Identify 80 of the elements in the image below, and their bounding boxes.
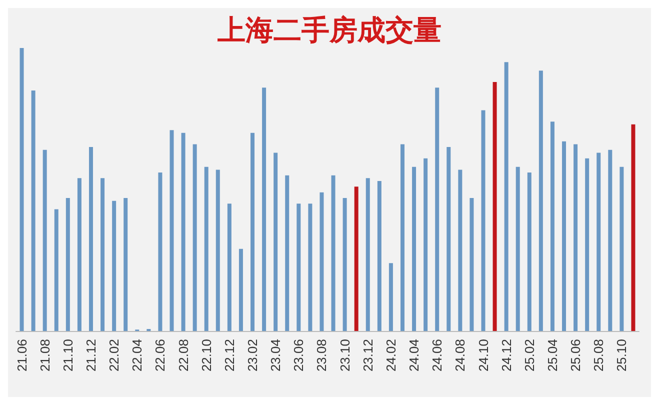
x-tick-label: 23.08 <box>314 339 330 372</box>
bar <box>504 62 508 331</box>
bar <box>366 178 370 331</box>
x-tick-label: 21.10 <box>60 339 76 372</box>
bar <box>377 181 382 331</box>
bar <box>77 178 82 331</box>
bar <box>250 132 255 331</box>
x-tick-label: 24.02 <box>383 339 398 372</box>
bar <box>527 172 532 331</box>
x-tick-label: 22.10 <box>198 339 214 372</box>
bar <box>158 172 162 331</box>
chart-title: 上海二手房成交量 <box>216 14 442 46</box>
bar <box>66 198 70 331</box>
x-tick-label: 22.04 <box>130 339 145 372</box>
bar <box>620 166 624 331</box>
bar <box>562 141 566 331</box>
x-tick-label: 23.02 <box>245 339 260 372</box>
bar <box>412 166 416 331</box>
x-tick-label: 24.12 <box>498 339 514 372</box>
bar <box>285 175 290 331</box>
bar <box>192 144 197 331</box>
bar <box>100 178 105 331</box>
x-tick-label: 25.08 <box>591 339 606 372</box>
x-tick-label: 22.08 <box>176 339 191 372</box>
bar <box>274 152 278 331</box>
bar <box>170 130 174 331</box>
x-tick-label: 24.10 <box>476 339 491 372</box>
bar <box>585 158 590 331</box>
x-tick-label: 21.12 <box>83 339 98 372</box>
bar <box>388 263 393 331</box>
x-tick-label: 23.10 <box>337 339 352 372</box>
bar <box>400 144 404 331</box>
x-tick-label: 21.06 <box>14 339 30 372</box>
bar <box>596 152 601 331</box>
bar <box>42 150 47 331</box>
bar <box>296 204 301 331</box>
bar <box>342 198 347 331</box>
bar <box>574 144 578 331</box>
bar <box>31 90 36 331</box>
bar <box>308 204 312 331</box>
bar <box>424 158 428 331</box>
x-tick-label: 24.04 <box>406 339 422 372</box>
bar <box>538 70 543 331</box>
bar <box>608 150 612 331</box>
x-tick-label: 23.12 <box>360 339 376 372</box>
bar <box>204 166 208 331</box>
bar <box>88 147 93 331</box>
x-tick-label: 22.02 <box>106 339 122 372</box>
bar <box>516 166 520 331</box>
bar <box>331 175 336 331</box>
x-tick-label: 23.04 <box>268 339 284 372</box>
bar <box>112 200 116 331</box>
x-tick-label: 23.06 <box>291 339 306 372</box>
x-tick-label: 21.08 <box>37 339 52 372</box>
bar <box>227 204 232 331</box>
bar <box>481 110 486 331</box>
bar <box>631 124 636 331</box>
bar <box>550 122 554 331</box>
x-tick-label: 22.06 <box>152 339 168 372</box>
bar <box>492 82 497 331</box>
x-tick-label: 25.02 <box>522 339 537 372</box>
bar <box>458 170 462 331</box>
bar <box>354 186 358 331</box>
x-tick-label: 24.08 <box>452 339 468 372</box>
bar <box>20 48 24 331</box>
bar <box>238 248 243 331</box>
bar <box>54 209 58 331</box>
bar <box>470 198 474 331</box>
bar <box>181 132 186 331</box>
bar <box>124 198 128 331</box>
x-tick-label: 22.12 <box>222 339 237 372</box>
bar <box>446 147 451 331</box>
x-tick-label: 25.06 <box>568 339 584 372</box>
bar <box>262 88 266 331</box>
bar <box>216 170 220 331</box>
bar <box>435 88 440 331</box>
bar <box>320 192 324 331</box>
x-tick-label: 24.06 <box>430 339 445 372</box>
x-tick-label: 25.04 <box>544 339 560 372</box>
x-tick-label: 25.10 <box>614 339 630 372</box>
